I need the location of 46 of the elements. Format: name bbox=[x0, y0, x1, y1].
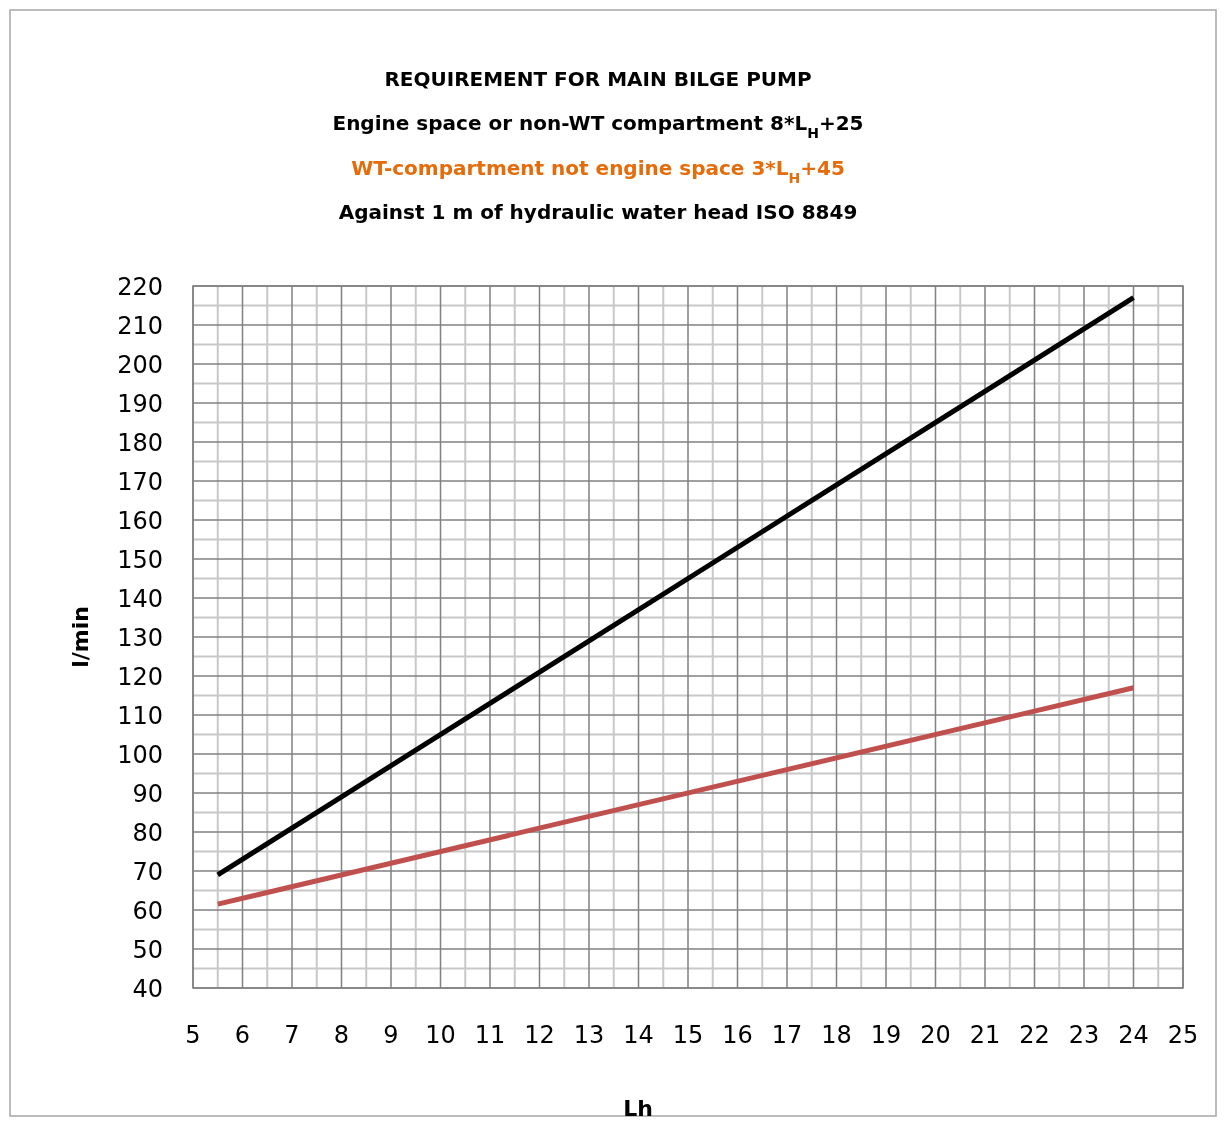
y-tick-label: 170 bbox=[117, 468, 163, 496]
x-tick-label: 11 bbox=[474, 1021, 506, 1049]
x-tick-label: 25 bbox=[1167, 1021, 1199, 1049]
x-tick-label: 24 bbox=[1118, 1021, 1149, 1049]
y-tick-label: 70 bbox=[132, 858, 163, 886]
y-axis-title: l/min bbox=[68, 606, 93, 668]
x-tick-label: 6 bbox=[234, 1021, 251, 1049]
x-tick-label: 7 bbox=[284, 1021, 300, 1049]
x-tick-label: 14 bbox=[623, 1021, 654, 1049]
chart-title: REQUIREMENT FOR MAIN BILGE PUMP bbox=[384, 67, 812, 91]
y-tick-label: 200 bbox=[117, 351, 163, 379]
x-tick-label: 16 bbox=[722, 1021, 753, 1049]
y-tick-label: 190 bbox=[117, 390, 163, 418]
y-tick-label: 160 bbox=[117, 507, 163, 535]
x-tick-label: 18 bbox=[821, 1021, 852, 1049]
x-tick-label: 15 bbox=[672, 1021, 704, 1049]
x-tick-label: 22 bbox=[1019, 1021, 1050, 1049]
x-tick-label: 19 bbox=[870, 1021, 902, 1049]
y-tick-label: 120 bbox=[117, 663, 163, 691]
x-tick-label: 23 bbox=[1068, 1021, 1100, 1049]
y-tick-label: 180 bbox=[117, 429, 163, 457]
x-tick-label: 20 bbox=[920, 1021, 951, 1049]
x-tick-label: 9 bbox=[383, 1021, 399, 1049]
y-tick-label: 220 bbox=[117, 273, 163, 301]
text: WT-compartment not engine space 3*L$_{H}$+45 bbox=[351, 156, 845, 186]
y-tick-label: 130 bbox=[117, 624, 163, 652]
y-tick-label: 50 bbox=[132, 936, 163, 964]
chart-subtitle: Engine space or non-WT compartment 8*L$_{H}$+25 bbox=[332, 111, 864, 141]
x-axis-title: Lh bbox=[623, 1096, 653, 1121]
x-tick-label: 12 bbox=[524, 1021, 555, 1049]
x-tick-label: 10 bbox=[425, 1021, 456, 1049]
y-tick-label: 150 bbox=[117, 546, 163, 574]
y-tick-label: 80 bbox=[132, 819, 163, 847]
x-tick-label: 8 bbox=[333, 1021, 350, 1049]
y-tick-label: 40 bbox=[132, 975, 163, 1003]
y-tick-label: 110 bbox=[117, 702, 163, 730]
text: Against 1 m of hydraulic water head ISO 8849 bbox=[338, 200, 858, 224]
y-tick-label: 60 bbox=[132, 897, 163, 925]
y-tick-label: 140 bbox=[117, 585, 163, 613]
y-tick-label: 210 bbox=[117, 312, 163, 340]
x-tick-label: 13 bbox=[573, 1021, 605, 1049]
y-tick-label: 100 bbox=[117, 741, 163, 769]
x-tick-label: 17 bbox=[771, 1021, 803, 1049]
x-tick-label: 21 bbox=[969, 1021, 1001, 1049]
x-tick-label: 5 bbox=[185, 1021, 201, 1049]
y-tick-label: 90 bbox=[132, 780, 163, 808]
